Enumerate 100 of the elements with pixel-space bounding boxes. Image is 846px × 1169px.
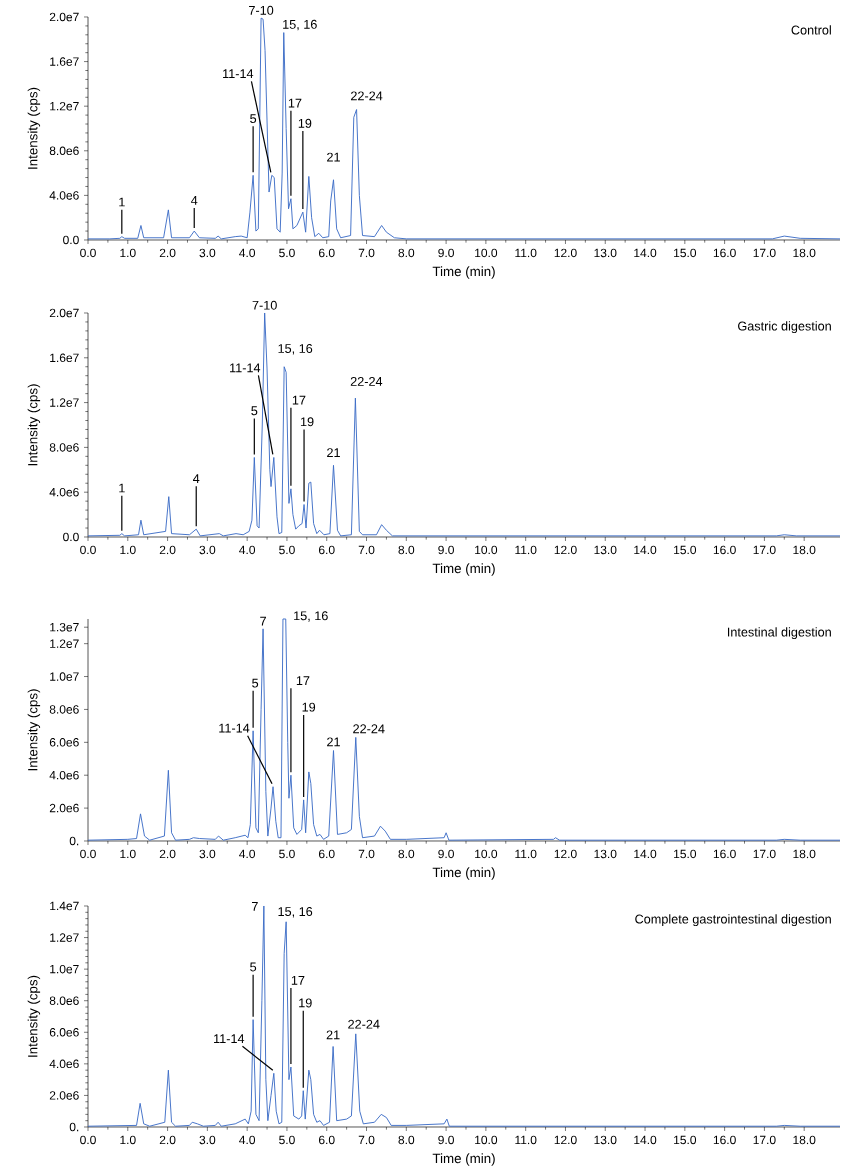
y-tick-label: 4.0e6: [49, 191, 79, 200]
x-tick-label: 13.0: [594, 849, 617, 859]
x-tick-label: 16.0: [713, 545, 736, 555]
y-tick-label: 2.0e7: [49, 12, 79, 22]
annotation: 7-10: [252, 300, 277, 310]
y-tick-label: 4.0e6: [49, 487, 79, 497]
x-tick-label: 12.0: [554, 545, 577, 555]
y-tick-label: 1.2e7: [50, 101, 79, 111]
y-tick-label: 1.2e7: [50, 639, 79, 648]
annotation: 5: [251, 406, 258, 416]
annotation: 17: [288, 98, 302, 108]
annotation: 19: [302, 702, 316, 712]
x-tick-label: 17.0: [753, 849, 776, 859]
y-tick-label: 0.0: [63, 532, 79, 542]
y-tick-label: 1.3e7: [50, 622, 79, 632]
x-tick-label: 9.0: [438, 545, 454, 555]
y-axis-title: Intensity (cps): [27, 384, 41, 466]
annotation: 17: [291, 976, 305, 985]
x-tick-label: 11.0: [515, 248, 537, 258]
x-tick-label: 0.0: [80, 545, 96, 555]
x-tick-label: 8.0: [398, 248, 415, 258]
x-tick-label: 17.0: [753, 1135, 776, 1145]
x-tick-label: 7.0: [358, 545, 375, 555]
y-tick-label: 4.0e6: [49, 770, 79, 780]
x-tick-label: 18.0: [793, 545, 816, 555]
x-tick-label: 11.0: [515, 1135, 537, 1145]
x-tick-label: 8.0: [398, 545, 415, 555]
annotation: 21: [327, 737, 340, 747]
text: Gastric digestion: [738, 321, 831, 334]
x-tick-label: 8.0: [398, 849, 415, 859]
x-tick-label: 16.0: [713, 248, 736, 258]
x-tick-label: 16.0: [713, 1135, 736, 1145]
x-tick-label: 14.0: [634, 545, 657, 555]
x-tick-label: 1.0: [120, 248, 136, 258]
annotation: 19: [298, 118, 312, 128]
annotation: 22-24: [351, 91, 383, 101]
x-axis-title: Time (min): [432, 266, 495, 279]
x-tick-label: 17.0: [753, 545, 776, 555]
line-series: [87, 17, 841, 240]
x-tick-label: 3.0: [199, 849, 216, 859]
text: Complete gastrointestinal digestion: [635, 914, 831, 927]
y-tick-label: 1.0e7: [50, 964, 79, 974]
x-tick-label: 3.0: [199, 545, 216, 555]
annotation: 15, 16: [278, 344, 313, 355]
x-tick-label: 4.0: [239, 1135, 256, 1145]
annotation: 21: [326, 1030, 340, 1040]
y-tick-label: 8.0e6: [49, 443, 79, 452]
annotation: 4: [193, 474, 200, 483]
annotation: 15, 16: [283, 19, 317, 31]
x-tick-label: 4.0: [239, 545, 256, 555]
x-tick-label: 1.0: [120, 1135, 136, 1145]
x-tick-label: 15.0: [674, 545, 697, 555]
x-tick-label: 16.0: [713, 849, 736, 859]
annotation: 7: [251, 902, 258, 911]
x-tick-label: 5.0: [279, 248, 295, 258]
x-tick-label: 11.0: [515, 849, 537, 859]
annotation: 7-10: [249, 5, 274, 15]
x-tick-label: 12.0: [554, 248, 577, 258]
x-tick-label: 12.0: [554, 849, 577, 859]
annotation: 5: [252, 678, 259, 688]
y-tick-label: 2.0e6: [49, 1091, 79, 1100]
x-tick-label: 11.0: [515, 545, 537, 555]
y-tick-label: 2.0e6: [49, 803, 79, 813]
y-tick-label: 1.6e7: [50, 57, 79, 66]
x-tick-label: 9.0: [438, 849, 454, 859]
x-tick-label: 15.0: [674, 1135, 697, 1145]
annotation: 22-24: [350, 377, 383, 386]
x-tick-label: 0.0: [80, 849, 96, 859]
annotation: 7: [260, 616, 266, 626]
annotation: 19: [300, 417, 314, 427]
x-tick-label: 7.0: [358, 1135, 375, 1145]
x-tick-label: 6.0: [319, 545, 335, 555]
y-tick-label: 0.: [69, 836, 79, 846]
x-tick-label: 18.0: [793, 849, 816, 859]
x-tick-label: 3.0: [199, 1135, 216, 1145]
x-tick-label: 17.0: [753, 248, 776, 258]
x-tick-label: 10.0: [475, 545, 498, 555]
x-tick-label: 18.0: [793, 1135, 816, 1145]
annotation: 21: [327, 152, 340, 162]
x-tick-label: 4.0: [239, 849, 256, 859]
y-tick-label: 1.0e7: [50, 672, 79, 681]
annotation: 17: [296, 676, 310, 685]
x-axis-title: Time (min): [432, 563, 495, 576]
x-tick-label: 2.0: [159, 545, 176, 555]
x-tick-label: 18.0: [793, 248, 816, 258]
x-tick-label: 2.0: [159, 849, 176, 859]
text: Intestinal digestion: [727, 627, 831, 640]
x-axis-title: Time (min): [432, 1153, 495, 1166]
y-tick-label: 6.0e6: [49, 1028, 79, 1037]
x-tick-label: 15.0: [674, 248, 697, 258]
annotation: 11-14: [230, 363, 261, 373]
x-tick-label: 13.0: [594, 545, 617, 555]
annotation: 15, 16: [278, 907, 313, 918]
x-tick-label: 10.0: [475, 1135, 498, 1145]
y-tick-label: 4.0e6: [49, 1059, 79, 1069]
y-tick-label: 8.0e6: [49, 146, 79, 156]
x-tick-label: 8.0: [398, 1135, 415, 1145]
x-tick-label: 13.0: [594, 248, 617, 258]
annotation: 22-24: [353, 724, 385, 734]
annotation: 1: [119, 197, 125, 207]
